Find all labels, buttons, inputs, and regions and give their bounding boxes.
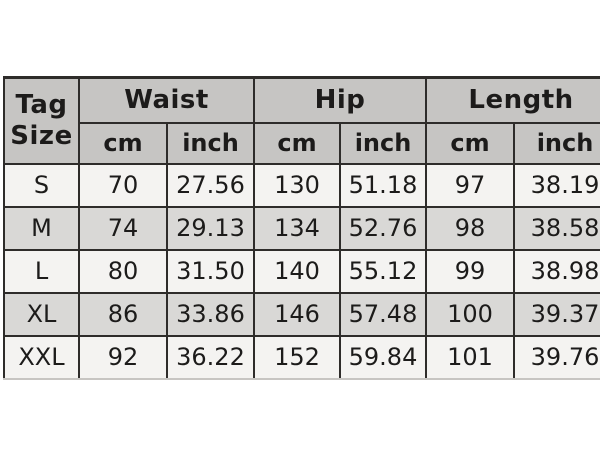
size-label: L xyxy=(3,248,80,294)
measurement-cell: 31.50 xyxy=(166,248,255,294)
unit-header-waist-inch: inch xyxy=(166,121,255,165)
measurement-cell: 29.13 xyxy=(166,205,255,251)
size-chart-table-wrapper: Tag Size Waist Hip Length cm inch cm inc… xyxy=(3,76,600,380)
tag-size-header-line2: Size xyxy=(10,120,73,151)
measurement-cell: 86 xyxy=(78,291,168,337)
measurement-cell: 101 xyxy=(425,334,516,380)
unit-header-waist-cm: cm xyxy=(78,121,168,165)
column-group-waist: Waist xyxy=(78,76,255,124)
measurement-cell: 39.76 xyxy=(513,334,600,380)
measurement-cell: 70 xyxy=(78,162,168,208)
table-row-m: M 74 29.13 134 52.76 98 38.58 xyxy=(3,205,600,251)
unit-header-hip-cm: cm xyxy=(253,121,341,165)
table-row-xxl: XXL 92 36.22 152 59.84 101 39.76 xyxy=(3,334,600,380)
measurement-cell: 74 xyxy=(78,205,168,251)
column-group-hip: Hip xyxy=(252,76,428,124)
table-row-xl: XL 86 33.86 146 57.48 100 39.37 xyxy=(3,291,600,337)
measurement-cell: 27.56 xyxy=(166,162,255,208)
unit-header-length-inch: inch xyxy=(513,121,600,165)
measurement-cell: 51.18 xyxy=(338,162,428,208)
table-row-s: S 70 27.56 130 51.18 97 38.19 xyxy=(3,162,600,208)
header-unit-row: cm inch cm inch cm inch xyxy=(4,121,600,165)
measurement-cell: 80 xyxy=(78,248,168,294)
measurement-cell: 36.22 xyxy=(166,334,255,380)
measurement-cell: 52.76 xyxy=(338,205,428,251)
measurement-cell: 98 xyxy=(425,205,516,251)
size-label: M xyxy=(3,205,80,251)
measurement-cell: 57.48 xyxy=(338,291,428,337)
measurement-cell: 33.86 xyxy=(166,291,255,337)
size-chart-table: Tag Size Waist Hip Length cm inch cm inc… xyxy=(3,76,600,380)
measurement-cell: 38.58 xyxy=(513,205,600,251)
table-row-l: L 80 31.50 140 55.12 99 38.98 xyxy=(3,248,600,294)
measurement-cell: 100 xyxy=(425,291,516,337)
measurement-cell: 59.84 xyxy=(338,334,428,380)
measurement-cell: 140 xyxy=(253,248,341,294)
measurement-cell: 39.37 xyxy=(513,291,600,337)
measurement-cell: 92 xyxy=(78,334,168,380)
size-label: XXL xyxy=(3,334,80,380)
measurement-cell: 146 xyxy=(253,291,341,337)
size-label: S xyxy=(3,162,80,208)
measurement-cell: 38.98 xyxy=(513,248,600,294)
measurement-cell: 152 xyxy=(253,334,341,380)
measurement-cell: 99 xyxy=(425,248,516,294)
measurement-cell: 134 xyxy=(253,205,341,251)
measurement-cell: 38.19 xyxy=(513,162,600,208)
tag-size-header: Tag Size xyxy=(3,76,80,165)
measurement-cell: 55.12 xyxy=(338,248,428,294)
measurement-cell: 130 xyxy=(253,162,341,208)
unit-header-length-cm: cm xyxy=(425,121,516,165)
unit-header-hip-inch: inch xyxy=(338,121,428,165)
size-label: XL xyxy=(3,291,80,337)
tag-size-header-line1: Tag xyxy=(15,89,68,120)
column-group-length: Length xyxy=(425,76,600,124)
header-group-row: Tag Size Waist Hip Length xyxy=(3,76,600,165)
measurement-cell: 97 xyxy=(425,162,516,208)
